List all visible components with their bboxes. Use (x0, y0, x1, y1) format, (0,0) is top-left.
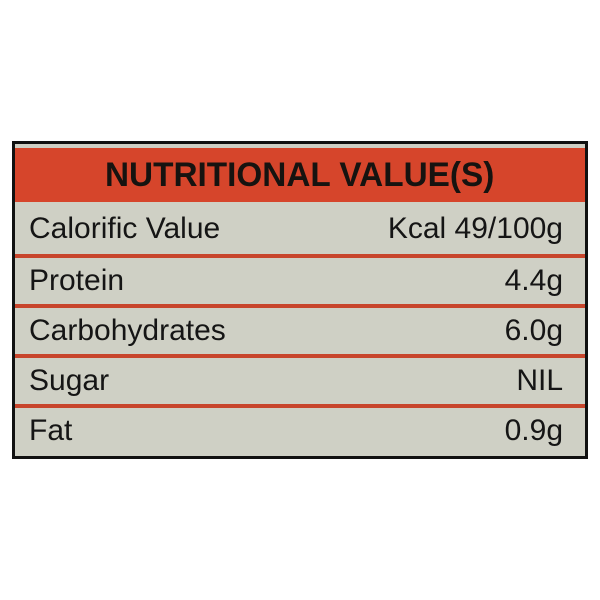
table-row: Protein 4.4g (15, 254, 585, 304)
nutrient-value: Kcal 49/100g (387, 212, 563, 245)
table-header: NUTRITIONAL VALUE(S) (15, 148, 585, 202)
nutrient-name: Calorific Value (29, 212, 221, 245)
nutrient-name: Sugar (29, 364, 110, 397)
nutrient-name: Protein (29, 264, 125, 297)
nutrient-name: Carbohydrates (29, 314, 226, 347)
table-title: NUTRITIONAL VALUE(S) (105, 155, 495, 194)
nutrition-table: NUTRITIONAL VALUE(S) Calorific Value Kca… (12, 141, 588, 459)
nutrient-value: 4.4g (504, 264, 563, 297)
nutrient-value: 0.9g (504, 414, 563, 447)
nutrient-value: NIL (516, 364, 563, 397)
table-row: Calorific Value Kcal 49/100g (15, 204, 585, 254)
nutrient-value: 6.0g (504, 314, 563, 347)
nutrient-name: Fat (29, 414, 73, 447)
table-row: Fat 0.9g (15, 404, 585, 454)
table-row: Carbohydrates 6.0g (15, 304, 585, 354)
table-row: Sugar NIL (15, 354, 585, 404)
